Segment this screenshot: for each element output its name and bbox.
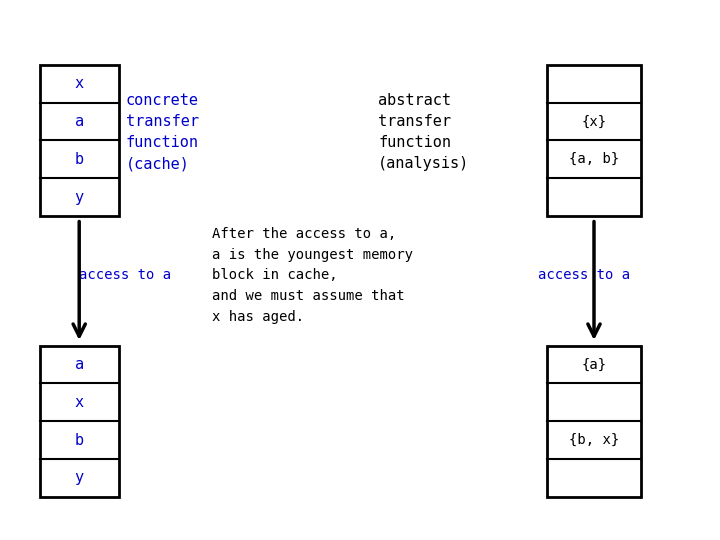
Text: access to a: access to a	[538, 268, 630, 282]
Bar	[40, 65, 119, 216]
Bar	[40, 346, 119, 497]
Text: After the access to a,
a is the youngest memory
block in cache,
and we must assu: After the access to a, a is the youngest…	[212, 227, 413, 323]
Text: access to a: access to a	[79, 268, 171, 282]
Text: a: a	[75, 357, 84, 372]
Text: b: b	[75, 152, 84, 167]
Text: y: y	[75, 190, 84, 205]
Text: {a}: {a}	[582, 357, 606, 372]
Text: x: x	[75, 76, 84, 91]
Text: b: b	[75, 433, 84, 448]
Text: abstract
transfer
function
(analysis): abstract transfer function (analysis)	[378, 93, 469, 171]
Text: {x}: {x}	[582, 114, 606, 129]
Text: x: x	[75, 395, 84, 410]
Text: a: a	[75, 114, 84, 129]
Text: y: y	[75, 470, 84, 485]
Text: concrete
transfer
function
(cache): concrete transfer function (cache)	[126, 93, 199, 171]
Text: {b, x}: {b, x}	[569, 433, 619, 447]
Text: {a, b}: {a, b}	[569, 152, 619, 166]
Bar	[547, 65, 641, 216]
Bar	[547, 346, 641, 497]
